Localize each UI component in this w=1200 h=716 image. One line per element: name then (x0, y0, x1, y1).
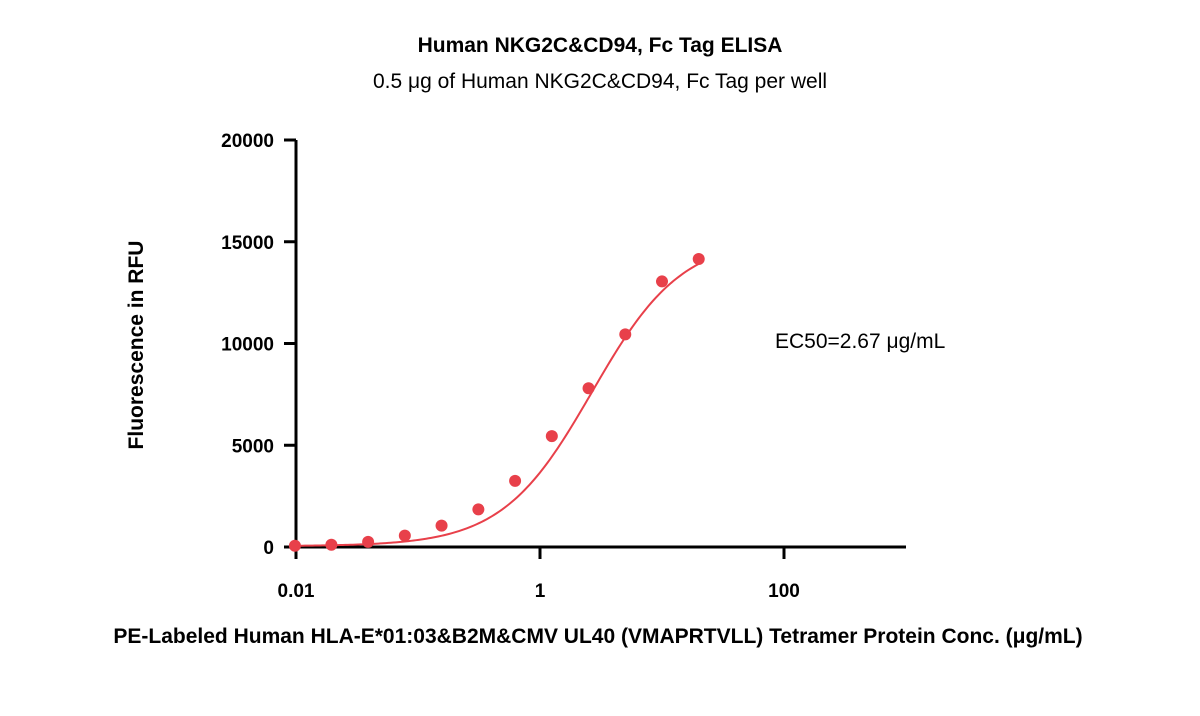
x-tick-label: 0.01 (278, 581, 315, 602)
data-point (472, 503, 485, 516)
x-tick-label: 100 (768, 581, 800, 602)
data-points-layer (288, 253, 705, 552)
fit-curve-layer (294, 263, 700, 547)
x-tick-label: 1 (535, 581, 546, 602)
data-point (325, 538, 338, 551)
chart-subtitle: 0.5 μg of Human NKG2C&CD94, Fc Tag per w… (373, 70, 827, 93)
data-point (288, 539, 301, 552)
y-axis-label: Fluorescence in RFU (125, 241, 148, 450)
ec50-annotation: EC50=2.67 μg/mL (775, 330, 945, 353)
y-tick-label: 15000 (221, 233, 274, 254)
data-point (362, 535, 375, 548)
y-tick-label: 10000 (221, 335, 274, 356)
y-axis: 0 5000 10000 15000 20000 (221, 131, 298, 559)
y-tick-label: 20000 (221, 131, 274, 152)
y-tick-label: 5000 (232, 436, 274, 457)
data-point (435, 519, 448, 532)
y-tick-label: 0 (263, 538, 274, 559)
data-point (398, 529, 411, 542)
data-point (619, 328, 632, 341)
data-point (509, 474, 522, 487)
data-point (692, 253, 705, 266)
chart-title: Human NKG2C&CD94, Fc Tag ELISA (418, 34, 783, 57)
x-axis-label: PE-Labeled Human HLA-E*01:03&B2M&CMV UL4… (113, 625, 1082, 648)
data-point (656, 275, 668, 288)
data-point (582, 382, 595, 395)
x-axis: 0.01 1 100 (278, 545, 906, 602)
fit-curve (294, 263, 700, 547)
data-point (545, 430, 558, 443)
